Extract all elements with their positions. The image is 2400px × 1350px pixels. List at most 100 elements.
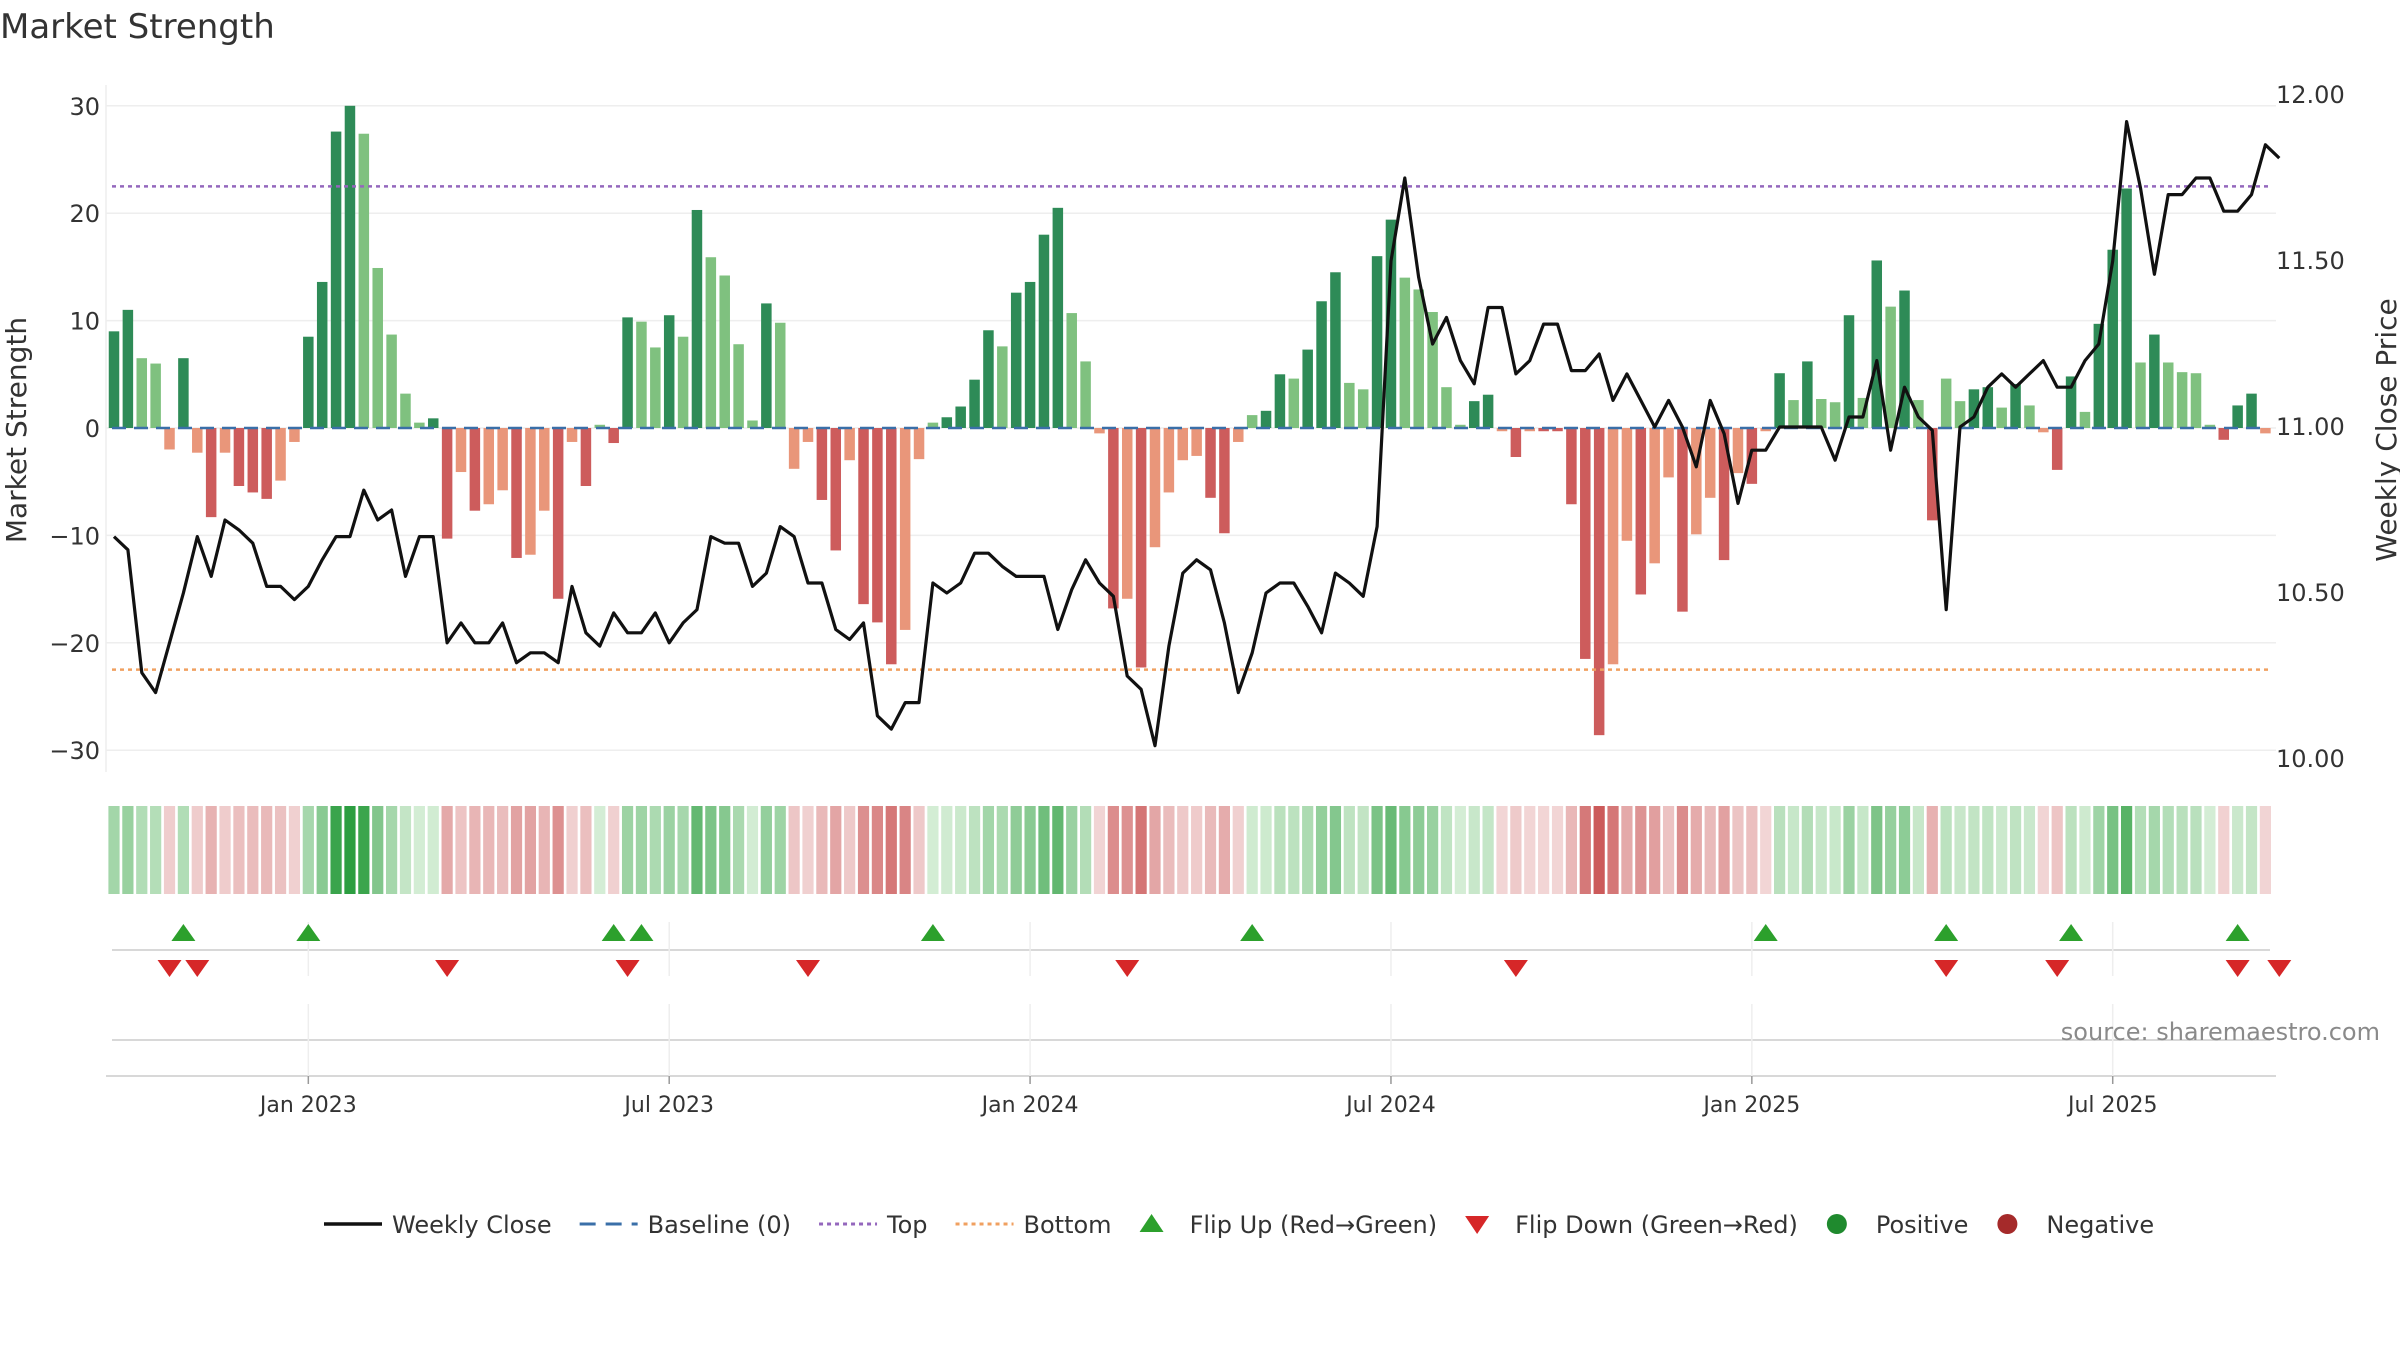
strength-bar bbox=[1649, 428, 1660, 564]
strength-bar bbox=[1621, 428, 1633, 541]
heat-cell bbox=[2051, 806, 2063, 894]
strength-bar bbox=[1510, 428, 1522, 457]
heat-cell bbox=[497, 806, 509, 894]
strength-bar bbox=[1094, 428, 1105, 434]
strength-bar bbox=[539, 428, 550, 511]
heat-cell bbox=[1468, 806, 1480, 894]
strength-bar bbox=[483, 428, 495, 505]
strength-bar bbox=[886, 428, 897, 665]
strength-bar bbox=[358, 133, 370, 428]
strength-bar bbox=[2260, 428, 2271, 434]
heat-cell bbox=[1496, 806, 1508, 894]
heat-cell bbox=[1121, 806, 1133, 894]
legend-item: Positive bbox=[1826, 1211, 1968, 1239]
strength-bar bbox=[1371, 256, 1383, 428]
strength-bar bbox=[455, 428, 467, 473]
strength-bar bbox=[1802, 361, 1813, 428]
heat-cell bbox=[1690, 806, 1702, 894]
heat-cell bbox=[455, 806, 467, 894]
strength-bar bbox=[1427, 312, 1438, 428]
legend-label: Negative bbox=[2046, 1211, 2154, 1239]
heat-cell bbox=[1052, 806, 1064, 894]
heat-cell bbox=[705, 806, 717, 894]
strength-bar bbox=[1233, 428, 1244, 442]
heat-cell bbox=[1218, 806, 1230, 894]
heat-cell bbox=[1871, 806, 1883, 894]
heat-cell bbox=[1427, 806, 1439, 894]
flip-down-marker bbox=[185, 960, 210, 977]
heat-cell bbox=[1260, 806, 1272, 894]
strength-bar bbox=[719, 275, 730, 428]
strength-bar bbox=[1496, 428, 1508, 432]
heat-cell bbox=[1315, 806, 1328, 894]
heat-cell bbox=[1163, 806, 1175, 894]
legend-label: Flip Up (Red→Green) bbox=[1190, 1211, 1438, 1239]
right-y-tick-label: 11.50 bbox=[2276, 247, 2345, 275]
right-y-axis: 12.00 11.50 11.00 10.50 10.00 bbox=[2276, 81, 2345, 773]
strength-bar bbox=[1788, 400, 1799, 428]
strength-bar bbox=[1996, 407, 2007, 428]
weekly-close-line bbox=[112, 119, 2281, 748]
flip-down-marker bbox=[2225, 960, 2250, 977]
heat-cell bbox=[524, 806, 536, 894]
heat-cell bbox=[1760, 806, 1772, 894]
strength-bar bbox=[1593, 428, 1605, 736]
strength-bar bbox=[997, 346, 1008, 428]
strength-bar bbox=[1038, 234, 1050, 428]
left-y-tick-label: −20 bbox=[49, 630, 100, 658]
strength-bar bbox=[233, 428, 245, 486]
heat-cell bbox=[2009, 806, 2022, 894]
heat-cell bbox=[1510, 806, 1522, 894]
strength-bar bbox=[525, 428, 536, 555]
strength-bar bbox=[386, 334, 397, 428]
strength-bar bbox=[1552, 428, 1563, 432]
strength-bar bbox=[427, 418, 439, 428]
left-y-axis: 30 20 10 0 −10 −20 −30 bbox=[49, 93, 100, 765]
strength-bar bbox=[1205, 428, 1216, 498]
strength-bar bbox=[205, 428, 217, 518]
heat-cell bbox=[427, 806, 439, 894]
strength-bar bbox=[2038, 428, 2049, 433]
heat-cell bbox=[1857, 806, 1869, 894]
strength-bar bbox=[1760, 428, 1771, 432]
heat-cell bbox=[1551, 806, 1564, 894]
strength-bar bbox=[1441, 387, 1452, 428]
right-y-tick-label: 11.00 bbox=[2276, 413, 2345, 441]
heat-cell bbox=[1676, 806, 1689, 894]
strength-bar bbox=[2135, 362, 2146, 428]
heat-cell bbox=[2023, 806, 2036, 894]
legend-item: Flip Down (Green→Red) bbox=[1465, 1211, 1798, 1239]
heat-cell bbox=[594, 806, 606, 894]
heat-cell bbox=[1010, 806, 1022, 894]
legend-item: Bottom bbox=[955, 1211, 1112, 1239]
strength-bar bbox=[2149, 334, 2160, 428]
heat-cell bbox=[1066, 806, 1078, 894]
strength-bar bbox=[830, 428, 842, 551]
heat-cell bbox=[913, 806, 925, 894]
strength-bar bbox=[372, 267, 383, 428]
heat-cell bbox=[1024, 806, 1036, 894]
heat-cell bbox=[1718, 806, 1730, 894]
heat-cell bbox=[386, 806, 398, 894]
heat-cell bbox=[1593, 806, 1605, 894]
strength-bar bbox=[552, 428, 564, 599]
heat-cell bbox=[1135, 806, 1147, 894]
heat-cell bbox=[1649, 806, 1661, 894]
strength-bar bbox=[1815, 399, 1827, 428]
strength-bar bbox=[2162, 362, 2174, 428]
heat-cell bbox=[1288, 806, 1300, 894]
heat-cell bbox=[469, 806, 481, 894]
strength-bar bbox=[247, 428, 259, 493]
legend-item: Weekly Close bbox=[324, 1211, 552, 1239]
flip-down-marker bbox=[796, 960, 820, 977]
heat-cell bbox=[219, 806, 231, 894]
left-y-tick-label: 10 bbox=[69, 308, 100, 336]
heat-cell bbox=[2162, 806, 2174, 894]
strength-bar bbox=[2093, 323, 2105, 428]
heat-cell bbox=[941, 806, 953, 894]
flip-down-marker bbox=[1934, 960, 1959, 977]
heat-cell bbox=[2093, 806, 2105, 894]
heat-cell bbox=[483, 806, 495, 894]
strength-bar bbox=[108, 331, 120, 428]
heat-cell bbox=[1954, 806, 1966, 894]
